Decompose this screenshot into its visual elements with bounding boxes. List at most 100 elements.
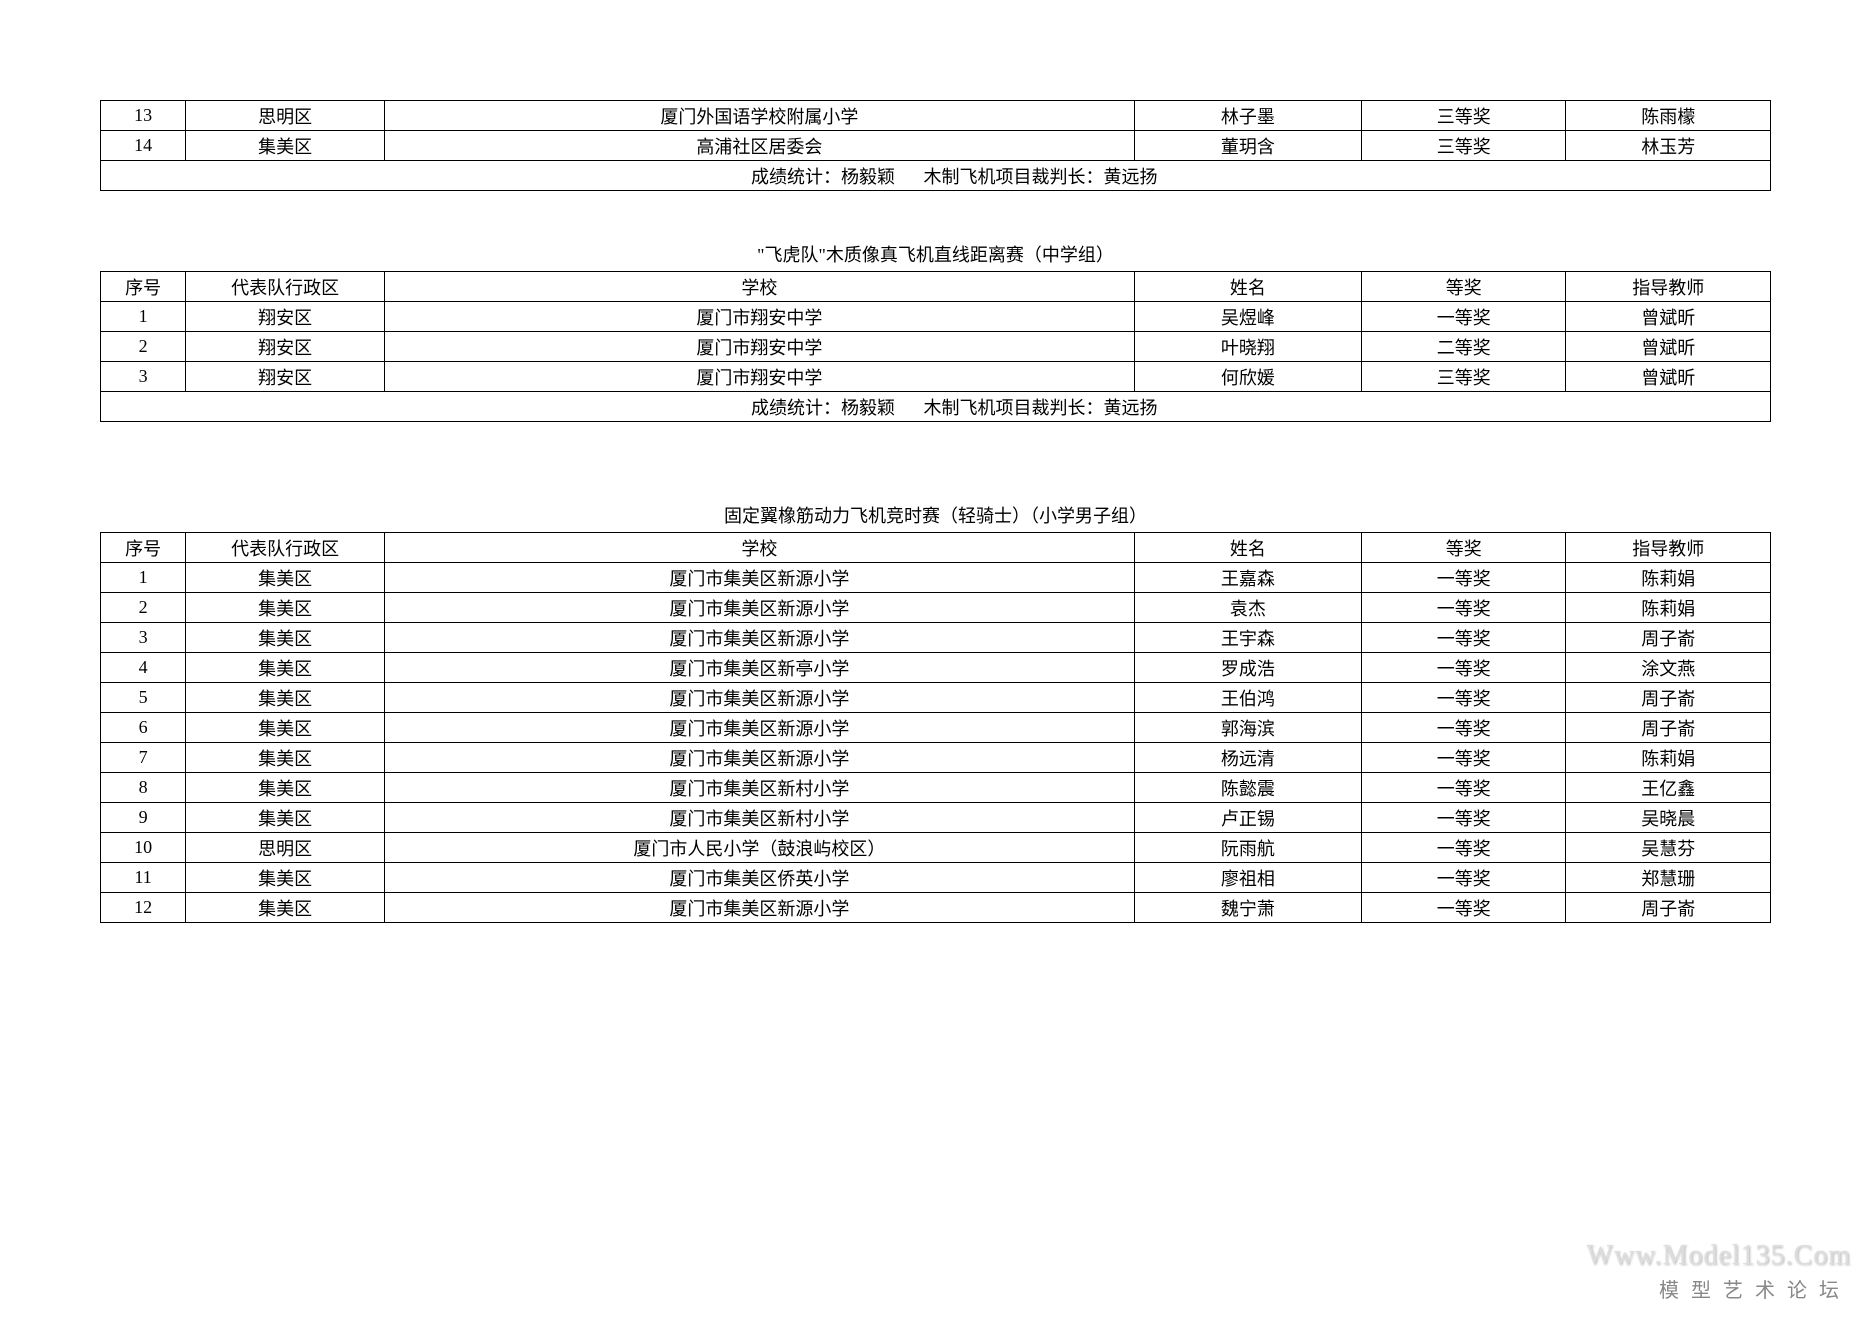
table-row: 8集美区厦门市集美区新村小学陈懿震一等奖王亿鑫 bbox=[101, 773, 1771, 803]
header-name: 姓名 bbox=[1134, 533, 1361, 563]
table-row: 10思明区厦门市人民小学（鼓浪屿校区）阮雨航一等奖吴慧芬 bbox=[101, 833, 1771, 863]
name-cell: 林子墨 bbox=[1134, 101, 1361, 131]
table-row: 2 翔安区 厦门市翔安中学 叶晓翔 二等奖 曾斌昕 bbox=[101, 332, 1771, 362]
seq-cell: 7 bbox=[101, 743, 186, 773]
region-cell: 集美区 bbox=[186, 713, 385, 743]
school-cell: 厦门市集美区新源小学 bbox=[385, 593, 1135, 623]
watermark-url: Www.Model135.Com bbox=[1586, 1240, 1851, 1272]
table-row: 12集美区厦门市集美区新源小学魏宁萧一等奖周子嵛 bbox=[101, 893, 1771, 923]
region-cell: 翔安区 bbox=[186, 302, 385, 332]
header-school: 学校 bbox=[385, 533, 1135, 563]
school-cell: 厦门市集美区新源小学 bbox=[385, 683, 1135, 713]
award-cell: 一等奖 bbox=[1361, 743, 1565, 773]
school-cell: 厦门市翔安中学 bbox=[385, 332, 1135, 362]
region-cell: 翔安区 bbox=[186, 332, 385, 362]
header-region: 代表队行政区 bbox=[186, 533, 385, 563]
name-cell: 郭海滨 bbox=[1134, 713, 1361, 743]
table-header-row: 序号 代表队行政区 学校 姓名 等奖 指导教师 bbox=[101, 272, 1771, 302]
name-cell: 魏宁萧 bbox=[1134, 893, 1361, 923]
region-cell: 集美区 bbox=[186, 893, 385, 923]
table-row: 3 翔安区 厦门市翔安中学 何欣媛 三等奖 曾斌昕 bbox=[101, 362, 1771, 392]
teacher-cell: 曾斌昕 bbox=[1566, 332, 1771, 362]
name-cell: 王伯鸿 bbox=[1134, 683, 1361, 713]
results-table-3: 序号 代表队行政区 学校 姓名 等奖 指导教师 1集美区厦门市集美区新源小学王嘉… bbox=[100, 532, 1771, 923]
region-cell: 集美区 bbox=[186, 593, 385, 623]
seq-cell: 3 bbox=[101, 623, 186, 653]
name-cell: 阮雨航 bbox=[1134, 833, 1361, 863]
scorer-text: 成绩统计：杨毅颖 bbox=[751, 394, 895, 420]
region-cell: 集美区 bbox=[186, 653, 385, 683]
seq-cell: 11 bbox=[101, 863, 186, 893]
award-cell: 二等奖 bbox=[1361, 332, 1565, 362]
name-cell: 卢正锡 bbox=[1134, 803, 1361, 833]
teacher-cell: 陈莉娟 bbox=[1566, 563, 1771, 593]
name-cell: 陈懿震 bbox=[1134, 773, 1361, 803]
teacher-cell: 涂文燕 bbox=[1566, 653, 1771, 683]
region-cell: 集美区 bbox=[186, 623, 385, 653]
name-cell: 董玥含 bbox=[1134, 131, 1361, 161]
region-cell: 集美区 bbox=[186, 131, 385, 161]
table-row: 4集美区厦门市集美区新亭小学罗成浩一等奖涂文燕 bbox=[101, 653, 1771, 683]
table-row: 5集美区厦门市集美区新源小学王伯鸿一等奖周子嵛 bbox=[101, 683, 1771, 713]
school-cell: 厦门市集美区侨英小学 bbox=[385, 863, 1135, 893]
teacher-cell: 周子嵛 bbox=[1566, 683, 1771, 713]
table-row: 9集美区厦门市集美区新村小学卢正锡一等奖吴晓晨 bbox=[101, 803, 1771, 833]
table-3-title: 固定翼橡筋动力飞机竞时赛（轻骑士）（小学男子组） bbox=[100, 502, 1771, 528]
table-footer-row: 木制飞机项目裁判长：黄远扬 成绩统计：杨毅颖 bbox=[101, 161, 1771, 191]
award-cell: 一等奖 bbox=[1361, 773, 1565, 803]
award-cell: 一等奖 bbox=[1361, 803, 1565, 833]
award-cell: 三等奖 bbox=[1361, 101, 1565, 131]
table-row: 3集美区厦门市集美区新源小学王宇森一等奖周子嵛 bbox=[101, 623, 1771, 653]
school-cell: 厦门市集美区新亭小学 bbox=[385, 653, 1135, 683]
table-2-title: "飞虎队"木质像真飞机直线距离赛（中学组） bbox=[100, 241, 1771, 267]
school-cell: 厦门市集美区新村小学 bbox=[385, 773, 1135, 803]
results-table-1: 13 思明区 厦门外国语学校附属小学 林子墨 三等奖 陈雨檬 14 集美区 高浦… bbox=[100, 100, 1771, 191]
award-cell: 一等奖 bbox=[1361, 653, 1565, 683]
award-cell: 一等奖 bbox=[1361, 713, 1565, 743]
school-cell: 厦门市集美区新源小学 bbox=[385, 893, 1135, 923]
award-cell: 一等奖 bbox=[1361, 833, 1565, 863]
table-row: 14 集美区 高浦社区居委会 董玥含 三等奖 林玉芳 bbox=[101, 131, 1771, 161]
school-cell: 厦门市翔安中学 bbox=[385, 302, 1135, 332]
school-cell: 厦门市人民小学（鼓浪屿校区） bbox=[385, 833, 1135, 863]
name-cell: 叶晓翔 bbox=[1134, 332, 1361, 362]
teacher-cell: 曾斌昕 bbox=[1566, 362, 1771, 392]
header-award: 等奖 bbox=[1361, 272, 1565, 302]
region-cell: 集美区 bbox=[186, 773, 385, 803]
table-row: 7集美区厦门市集美区新源小学杨远清一等奖陈莉娟 bbox=[101, 743, 1771, 773]
teacher-cell: 吴晓晨 bbox=[1566, 803, 1771, 833]
award-cell: 一等奖 bbox=[1361, 302, 1565, 332]
seq-cell: 5 bbox=[101, 683, 186, 713]
seq-cell: 1 bbox=[101, 302, 186, 332]
region-cell: 集美区 bbox=[186, 863, 385, 893]
watermark-text: 模型艺术论坛 bbox=[1586, 1274, 1851, 1303]
teacher-cell: 吴慧芬 bbox=[1566, 833, 1771, 863]
header-seq: 序号 bbox=[101, 533, 186, 563]
seq-cell: 3 bbox=[101, 362, 186, 392]
results-table-2: 序号 代表队行政区 学校 姓名 等奖 指导教师 1 翔安区 厦门市翔安中学 吴煜… bbox=[100, 271, 1771, 422]
footer-cell: 木制飞机项目裁判长：黄远扬 成绩统计：杨毅颖 bbox=[101, 161, 1771, 191]
region-cell: 集美区 bbox=[186, 803, 385, 833]
name-cell: 何欣媛 bbox=[1134, 362, 1361, 392]
table-row: 6集美区厦门市集美区新源小学郭海滨一等奖周子嵛 bbox=[101, 713, 1771, 743]
teacher-cell: 周子嵛 bbox=[1566, 623, 1771, 653]
award-cell: 一等奖 bbox=[1361, 863, 1565, 893]
region-cell: 思明区 bbox=[186, 101, 385, 131]
school-cell: 高浦社区居委会 bbox=[385, 131, 1135, 161]
table-row: 2集美区厦门市集美区新源小学袁杰一等奖陈莉娟 bbox=[101, 593, 1771, 623]
table-header-row: 序号 代表队行政区 学校 姓名 等奖 指导教师 bbox=[101, 533, 1771, 563]
teacher-cell: 周子嵛 bbox=[1566, 713, 1771, 743]
header-school: 学校 bbox=[385, 272, 1135, 302]
header-name: 姓名 bbox=[1134, 272, 1361, 302]
name-cell: 王宇森 bbox=[1134, 623, 1361, 653]
award-cell: 一等奖 bbox=[1361, 623, 1565, 653]
name-cell: 吴煜峰 bbox=[1134, 302, 1361, 332]
header-teacher: 指导教师 bbox=[1566, 272, 1771, 302]
award-cell: 一等奖 bbox=[1361, 683, 1565, 713]
award-cell: 一等奖 bbox=[1361, 893, 1565, 923]
header-award: 等奖 bbox=[1361, 533, 1565, 563]
seq-cell: 10 bbox=[101, 833, 186, 863]
table-row: 11集美区厦门市集美区侨英小学廖祖相一等奖郑慧珊 bbox=[101, 863, 1771, 893]
award-cell: 一等奖 bbox=[1361, 593, 1565, 623]
seq-cell: 8 bbox=[101, 773, 186, 803]
